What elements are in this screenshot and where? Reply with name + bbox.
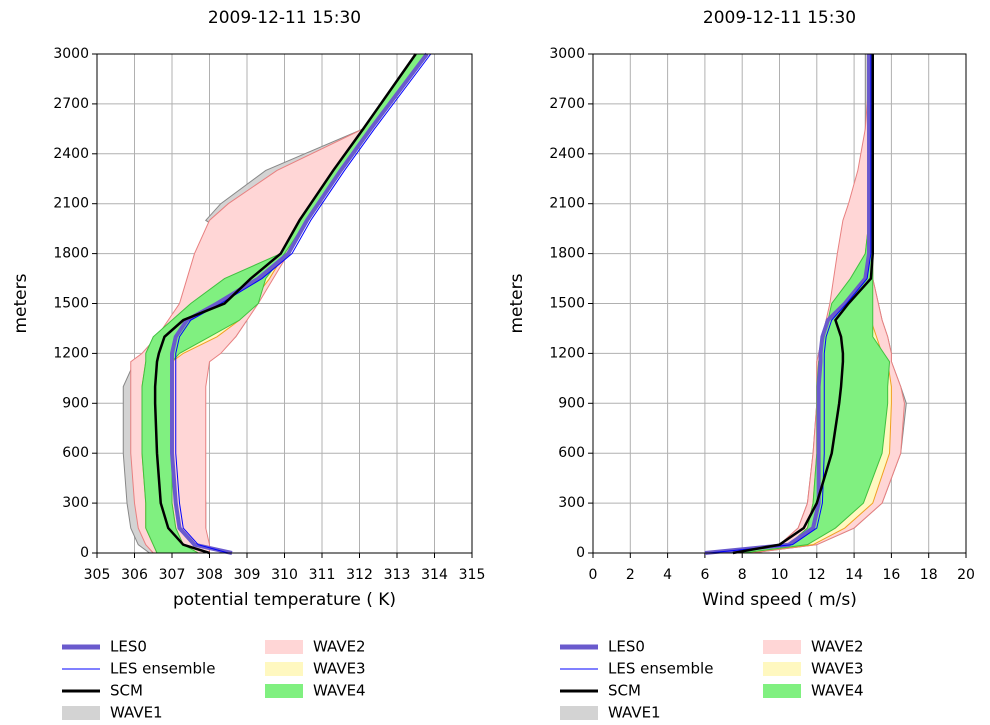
y-tick-label: 1200: [53, 345, 89, 361]
profile-line: [153, 53, 417, 555]
axis-label: meters: [11, 273, 31, 333]
x-tick-label: 315: [459, 567, 486, 583]
legend-swatch: [763, 662, 801, 676]
profile-line: [175, 53, 432, 554]
y-tick-label: 300: [62, 495, 89, 511]
profile-line: [170, 52, 429, 555]
x-tick-label: 18: [920, 567, 938, 583]
x-tick-label: 8: [738, 567, 747, 583]
y-tick-label: 0: [576, 545, 585, 561]
profile-line: [708, 54, 872, 554]
legend-text: SCM: [608, 682, 641, 700]
profile-line: [704, 54, 872, 555]
x-tick-label: 314: [421, 567, 448, 583]
y-tick-label: 900: [558, 395, 585, 411]
legend-swatch: [265, 640, 303, 654]
y-tick-label: 300: [558, 495, 585, 511]
y-tick-label: 2100: [53, 196, 89, 212]
y-tick-label: 900: [62, 395, 89, 411]
axis-label: meters: [507, 273, 527, 333]
legend-swatch: [763, 640, 801, 654]
x-tick-label: 308: [196, 567, 223, 583]
x-tick-label: 16: [882, 567, 900, 583]
x-tick-label: 12: [808, 567, 826, 583]
legend-text: LES0: [110, 638, 147, 656]
x-tick-label: 309: [234, 567, 261, 583]
y-tick-label: 600: [558, 445, 585, 461]
x-tick-label: 20: [957, 567, 975, 583]
legend-text: WAVE2: [811, 638, 864, 656]
legend-text: LES ensemble: [110, 660, 215, 678]
legend-text: WAVE3: [811, 660, 864, 678]
legend-swatch: [62, 706, 100, 720]
profile-line: [732, 54, 874, 555]
axis-label: Wind speed ( m/s): [702, 590, 857, 610]
y-tick-label: 2700: [53, 96, 89, 112]
legend-text: WAVE2: [313, 638, 366, 656]
x-tick-label: 312: [346, 567, 373, 583]
y-tick-label: 2100: [549, 196, 585, 212]
y-tick-label: 3000: [549, 46, 585, 62]
y-tick-label: 1800: [53, 246, 89, 262]
y-tick-label: 1500: [549, 296, 585, 312]
x-tick-label: 307: [159, 567, 186, 583]
x-tick-label: 10: [771, 567, 789, 583]
legend-text: WAVE4: [811, 682, 864, 700]
y-tick-label: 2400: [53, 146, 89, 162]
legend-swatch: [560, 706, 598, 720]
x-tick-label: 313: [384, 567, 411, 583]
x-tick-label: 6: [700, 567, 709, 583]
y-tick-label: 3000: [53, 46, 89, 62]
y-tick-label: 1200: [549, 345, 585, 361]
x-tick-label: 14: [845, 567, 863, 583]
legend-text: WAVE3: [313, 660, 366, 678]
legend-swatch: [763, 684, 801, 698]
y-tick-label: 1800: [549, 246, 585, 262]
legend-text: WAVE1: [110, 704, 163, 722]
plot-frame: [592, 53, 967, 554]
legend-text: LES0: [608, 638, 645, 656]
title: 2009-12-11 15:30: [703, 8, 856, 28]
x-tick-label: 2: [626, 567, 635, 583]
legend-text: WAVE4: [313, 682, 366, 700]
x-tick-label: 311: [309, 567, 336, 583]
x-tick-label: 0: [589, 567, 598, 583]
y-tick-label: 2700: [549, 96, 585, 112]
x-tick-label: 310: [271, 567, 298, 583]
y-tick-label: 0: [80, 545, 89, 561]
y-tick-label: 600: [62, 445, 89, 461]
title: 2009-12-11 15:30: [208, 8, 361, 28]
y-tick-label: 1500: [53, 296, 89, 312]
legend-text: LES ensemble: [608, 660, 713, 678]
axis-label: potential temperature ( K): [173, 590, 396, 610]
x-tick-label: 305: [84, 567, 111, 583]
legend-swatch: [265, 662, 303, 676]
x-tick-label: 306: [121, 567, 148, 583]
plot-frame: [96, 53, 473, 554]
legend-text: WAVE1: [608, 704, 661, 722]
legend-swatch: [265, 684, 303, 698]
y-tick-label: 2400: [549, 146, 585, 162]
x-tick-label: 4: [663, 567, 672, 583]
legend-text: SCM: [110, 682, 143, 700]
